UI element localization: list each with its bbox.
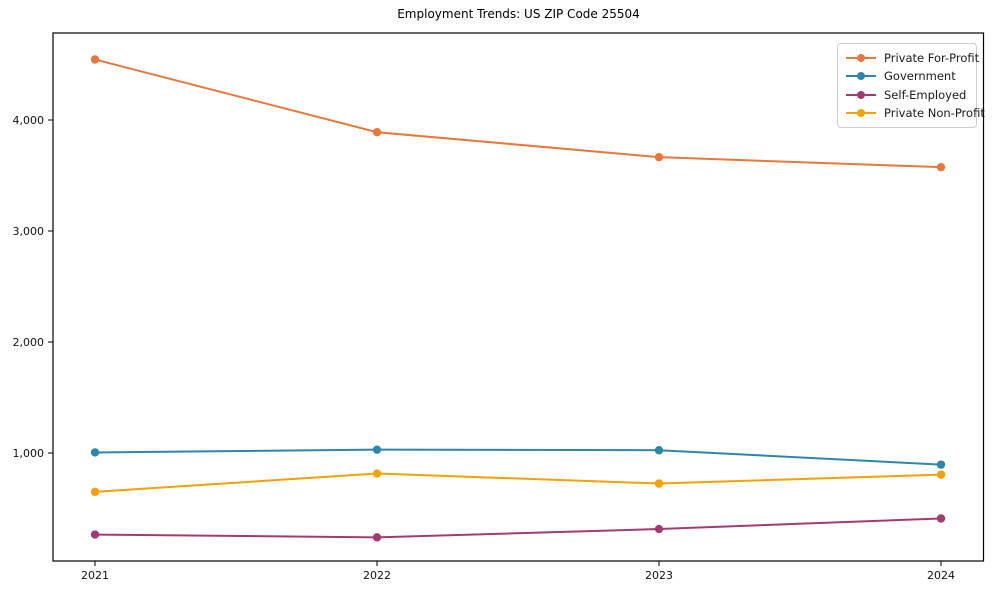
x-tick-label: 2022 bbox=[363, 569, 391, 582]
data-point-government-2021 bbox=[90, 448, 100, 457]
data-point-private-for-profit-2021 bbox=[90, 55, 100, 64]
data-point-government-2024 bbox=[936, 460, 946, 469]
data-point-private-non-profit-2022 bbox=[372, 469, 382, 478]
data-point-private-non-profit-2023 bbox=[654, 479, 664, 488]
legend: Private For-Profit Government Self-Employe… bbox=[837, 43, 985, 128]
legend-marker-dot bbox=[857, 54, 865, 63]
series-line-private-for-profit bbox=[94, 58, 942, 169]
data-point-self-employed-2022 bbox=[372, 533, 382, 542]
plot-border bbox=[52, 32, 985, 562]
y-tick-label: 4,000 bbox=[13, 114, 45, 127]
legend-marker-dot bbox=[857, 72, 865, 81]
series-line-government bbox=[94, 448, 942, 466]
legend-item-private-non-profit: Private Non-Profit bbox=[846, 104, 985, 122]
legend-item-private-for-profit: Private For-Profit bbox=[846, 49, 979, 67]
y-tick-label: 2,000 bbox=[13, 336, 45, 349]
data-point-government-2022 bbox=[372, 445, 382, 454]
legend-label: Government bbox=[884, 69, 956, 84]
x-tick-label: 2024 bbox=[927, 569, 955, 582]
legend-label: Private Non-Profit bbox=[884, 105, 985, 120]
data-point-government-2023 bbox=[654, 446, 664, 455]
legend-line-sample bbox=[846, 54, 876, 63]
series-line-private-non-profit bbox=[94, 472, 942, 493]
legend-item-government: Government bbox=[846, 67, 968, 85]
data-point-self-employed-2021 bbox=[90, 530, 100, 539]
y-tick-label: 3,000 bbox=[13, 225, 45, 238]
legend-line-sample bbox=[846, 108, 876, 117]
chart-title: Employment Trends: US ZIP Code 25504 bbox=[397, 7, 640, 21]
data-point-private-for-profit-2024 bbox=[936, 162, 946, 172]
data-point-private-for-profit-2022 bbox=[372, 128, 382, 137]
legend-line-sample bbox=[846, 90, 876, 99]
legend-marker-dot bbox=[857, 108, 865, 117]
legend-label: Self-Employed bbox=[884, 87, 967, 102]
data-point-self-employed-2023 bbox=[654, 524, 664, 534]
legend-item-self-employed: Self-Employed bbox=[846, 86, 968, 104]
data-point-private-for-profit-2023 bbox=[654, 152, 664, 162]
series-line-self-employed bbox=[94, 517, 942, 539]
data-point-self-employed-2024 bbox=[936, 514, 946, 523]
legend-marker-dot bbox=[857, 90, 865, 99]
legend-label: Private For-Profit bbox=[884, 51, 980, 66]
x-tick-label: 2021 bbox=[81, 569, 109, 582]
data-point-private-non-profit-2024 bbox=[936, 470, 946, 479]
data-point-private-non-profit-2021 bbox=[90, 487, 100, 497]
legend-line-sample bbox=[846, 72, 876, 81]
y-tick-label: 1,000 bbox=[13, 447, 45, 460]
x-tick-label: 2023 bbox=[645, 569, 673, 582]
